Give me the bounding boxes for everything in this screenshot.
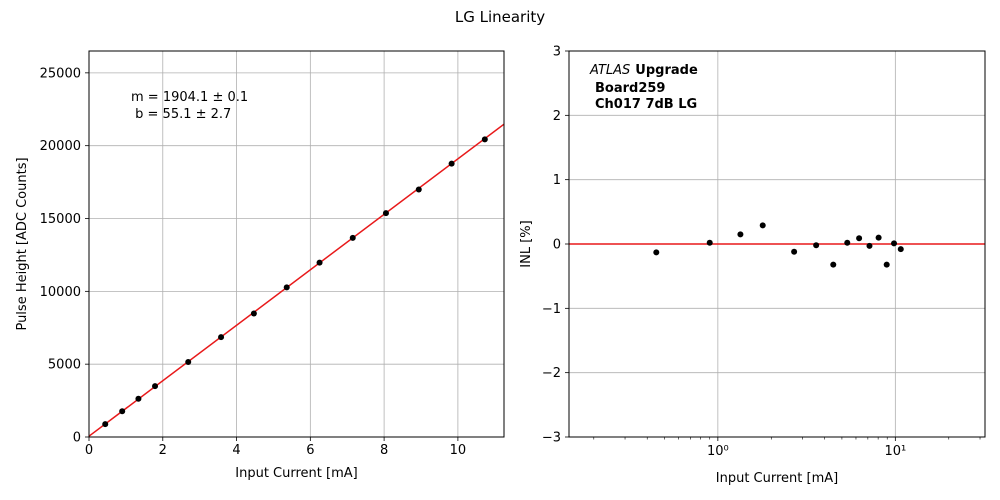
left-data-point xyxy=(250,310,257,317)
left-data-point xyxy=(415,186,422,193)
left-data-point xyxy=(119,408,126,415)
channel-label: Ch017 7dB LG xyxy=(595,97,697,112)
right-data-point xyxy=(737,231,744,238)
left-y-axis-label: Pulse Height [ADC Counts] xyxy=(15,157,30,330)
right-data-point xyxy=(813,242,820,249)
right-data-point xyxy=(844,239,851,246)
experiment-suffix: Upgrade xyxy=(635,63,698,78)
right-data-point xyxy=(897,246,904,253)
board-label: Board259 xyxy=(595,81,665,96)
right-data-point xyxy=(883,261,890,268)
left-x-ticks: 0 2 4 6 8 10 xyxy=(85,437,466,458)
right-y-tick-label: −1 xyxy=(542,302,561,317)
left-data-point xyxy=(135,395,142,402)
left-x-tick-label: 2 xyxy=(159,443,167,458)
right-y-tick-label: 2 xyxy=(553,109,561,124)
left-x-tick-label: 8 xyxy=(380,443,388,458)
right-data-point xyxy=(791,248,798,255)
left-data-point xyxy=(283,284,290,291)
right-x-tick-label: 10⁰ xyxy=(707,444,729,459)
right-data-point xyxy=(856,235,863,242)
right-data-point xyxy=(759,222,766,229)
right-y-axis-label: INL [%] xyxy=(519,220,534,267)
left-y-tick-label: 25000 xyxy=(40,66,81,81)
right-data-point xyxy=(830,261,837,268)
left-plot-frame xyxy=(88,50,505,438)
right-y-tick-label: 0 xyxy=(553,238,561,253)
left-x-tick-label: 4 xyxy=(232,443,240,458)
left-data-point xyxy=(316,259,323,266)
left-y-tick-label: 10000 xyxy=(40,285,81,300)
left-data-point xyxy=(185,358,192,365)
left-data-point xyxy=(102,421,109,428)
right-x-axis-label: Input Current [mA] xyxy=(716,471,838,486)
left-y-tick-label: 20000 xyxy=(40,139,81,154)
left-y-tick-label: 0 xyxy=(73,431,81,446)
left-x-tick-label: 6 xyxy=(306,443,314,458)
intercept-annotation: b = 55.1 ± 2.7 xyxy=(131,107,231,122)
right-data-points xyxy=(653,222,904,268)
left-data-point xyxy=(349,234,356,241)
left-data-points xyxy=(102,136,488,428)
experiment-name: ATLAS xyxy=(589,63,630,78)
left-x-axis-label: Input Current [mA] xyxy=(235,466,357,481)
right-y-tick-label: −3 xyxy=(542,431,561,446)
left-y-ticks: 0 5000 10000 15000 20000 25000 xyxy=(40,66,89,446)
left-y-tick-label: 5000 xyxy=(48,358,81,373)
left-fit-line-group xyxy=(88,123,505,437)
right-plot-frame xyxy=(568,50,986,438)
right-data-point xyxy=(891,240,898,247)
left-data-point xyxy=(152,383,159,390)
right-x-tick-label: 10¹ xyxy=(884,444,906,459)
right-y-ticks: −3 −2 −1 0 1 2 3 xyxy=(542,45,569,446)
right-y-tick-label: 1 xyxy=(553,173,561,188)
linearity-chart: 0 2 4 6 8 10 0 5000 10000 15000 20000 25000 m = 19… xyxy=(15,50,505,481)
left-data-point xyxy=(448,160,455,167)
left-data-point xyxy=(382,210,389,217)
left-x-tick-label: 0 xyxy=(85,443,93,458)
right-x-ticks: 10⁰ 10¹ xyxy=(593,437,981,459)
right-data-point xyxy=(875,234,882,241)
right-data-point xyxy=(653,249,660,256)
right-data-point xyxy=(866,242,873,249)
left-data-point xyxy=(481,136,488,143)
right-y-tick-label: 3 xyxy=(553,45,561,60)
left-y-tick-label: 15000 xyxy=(40,212,81,227)
right-y-tick-label: −2 xyxy=(542,366,561,381)
left-data-point xyxy=(218,334,225,341)
slope-annotation: m = 1904.1 ± 0.1 xyxy=(131,90,248,105)
figure-title: LG Linearity xyxy=(455,8,545,26)
right-data-point xyxy=(706,239,713,246)
left-x-tick-label: 10 xyxy=(450,443,467,458)
left-grid xyxy=(88,51,504,438)
linear-fit-line xyxy=(88,123,505,437)
experiment-label: ATLAS Upgrade xyxy=(589,63,698,78)
